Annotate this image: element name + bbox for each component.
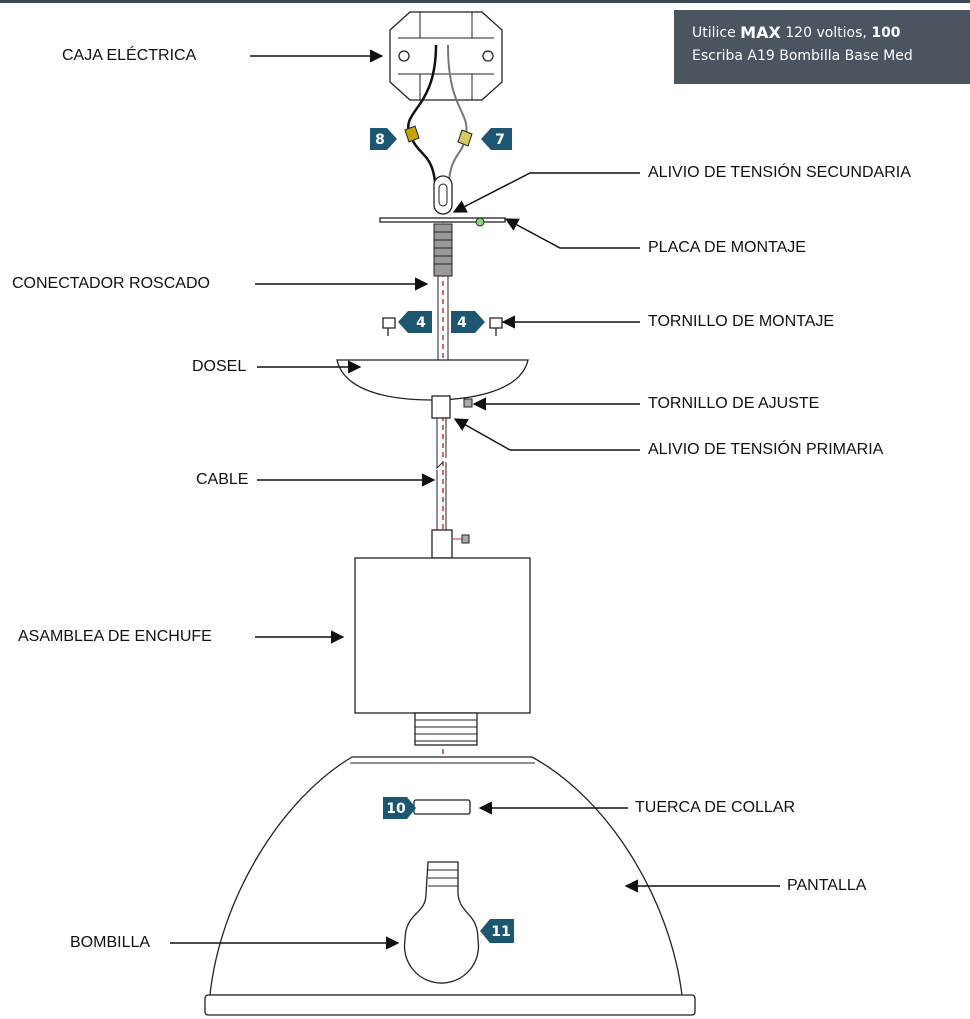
note-bold: 100 bbox=[871, 25, 900, 41]
note-line1: Utilice MAX 120 voltios, 100 bbox=[692, 23, 901, 42]
note-line2: Escriba A19 Bombilla Base Med bbox=[692, 48, 913, 64]
note-text: 120 voltios, bbox=[785, 25, 867, 41]
label: CABLE bbox=[196, 471, 248, 488]
cable bbox=[432, 396, 472, 558]
badge-number: 11 bbox=[491, 924, 510, 940]
collar-nut bbox=[414, 800, 470, 814]
note-bold: MAX bbox=[740, 23, 781, 42]
note-text: Utilice bbox=[692, 25, 736, 41]
badge-number: 4 bbox=[457, 315, 467, 331]
badge-number: 10 bbox=[386, 801, 406, 817]
badge-number: 8 bbox=[375, 132, 385, 148]
label: CONECTADOR ROSCADO bbox=[12, 275, 210, 292]
leader bbox=[454, 173, 640, 212]
canopy bbox=[337, 360, 528, 400]
note-box: Utilice MAX 120 voltios, 100 Escriba A19… bbox=[674, 10, 970, 84]
badge bbox=[398, 311, 432, 333]
top-border bbox=[0, 0, 970, 3]
badge bbox=[451, 311, 485, 333]
socket-assembly bbox=[355, 558, 530, 745]
leader bbox=[506, 219, 640, 248]
diagram: Utilice MAX 120 voltios, 100 Escriba A19… bbox=[0, 0, 970, 1019]
badge-number: 4 bbox=[416, 315, 426, 331]
label: TORNILLO DE AJUSTE bbox=[648, 395, 819, 412]
label: ALIVIO DE TENSIÓN PRIMARIA bbox=[648, 439, 884, 458]
label: ALIVIO DE TENSIÓN SECUNDARIA bbox=[648, 162, 911, 181]
label: ASAMBLEA DE ENCHUFE bbox=[18, 628, 212, 645]
label: CAJA ELÉCTRICA bbox=[62, 45, 197, 64]
label: PANTALLA bbox=[787, 877, 867, 894]
leader bbox=[455, 419, 640, 450]
label: DOSEL bbox=[192, 358, 246, 375]
label: BOMBILLA bbox=[70, 934, 150, 951]
badge-number: 7 bbox=[495, 132, 505, 148]
label: TUERCA DE COLLAR bbox=[635, 799, 795, 816]
label: TORNILLO DE MONTAJE bbox=[648, 313, 834, 330]
label: PLACA DE MONTAJE bbox=[648, 239, 806, 256]
electrical-box bbox=[390, 12, 502, 200]
